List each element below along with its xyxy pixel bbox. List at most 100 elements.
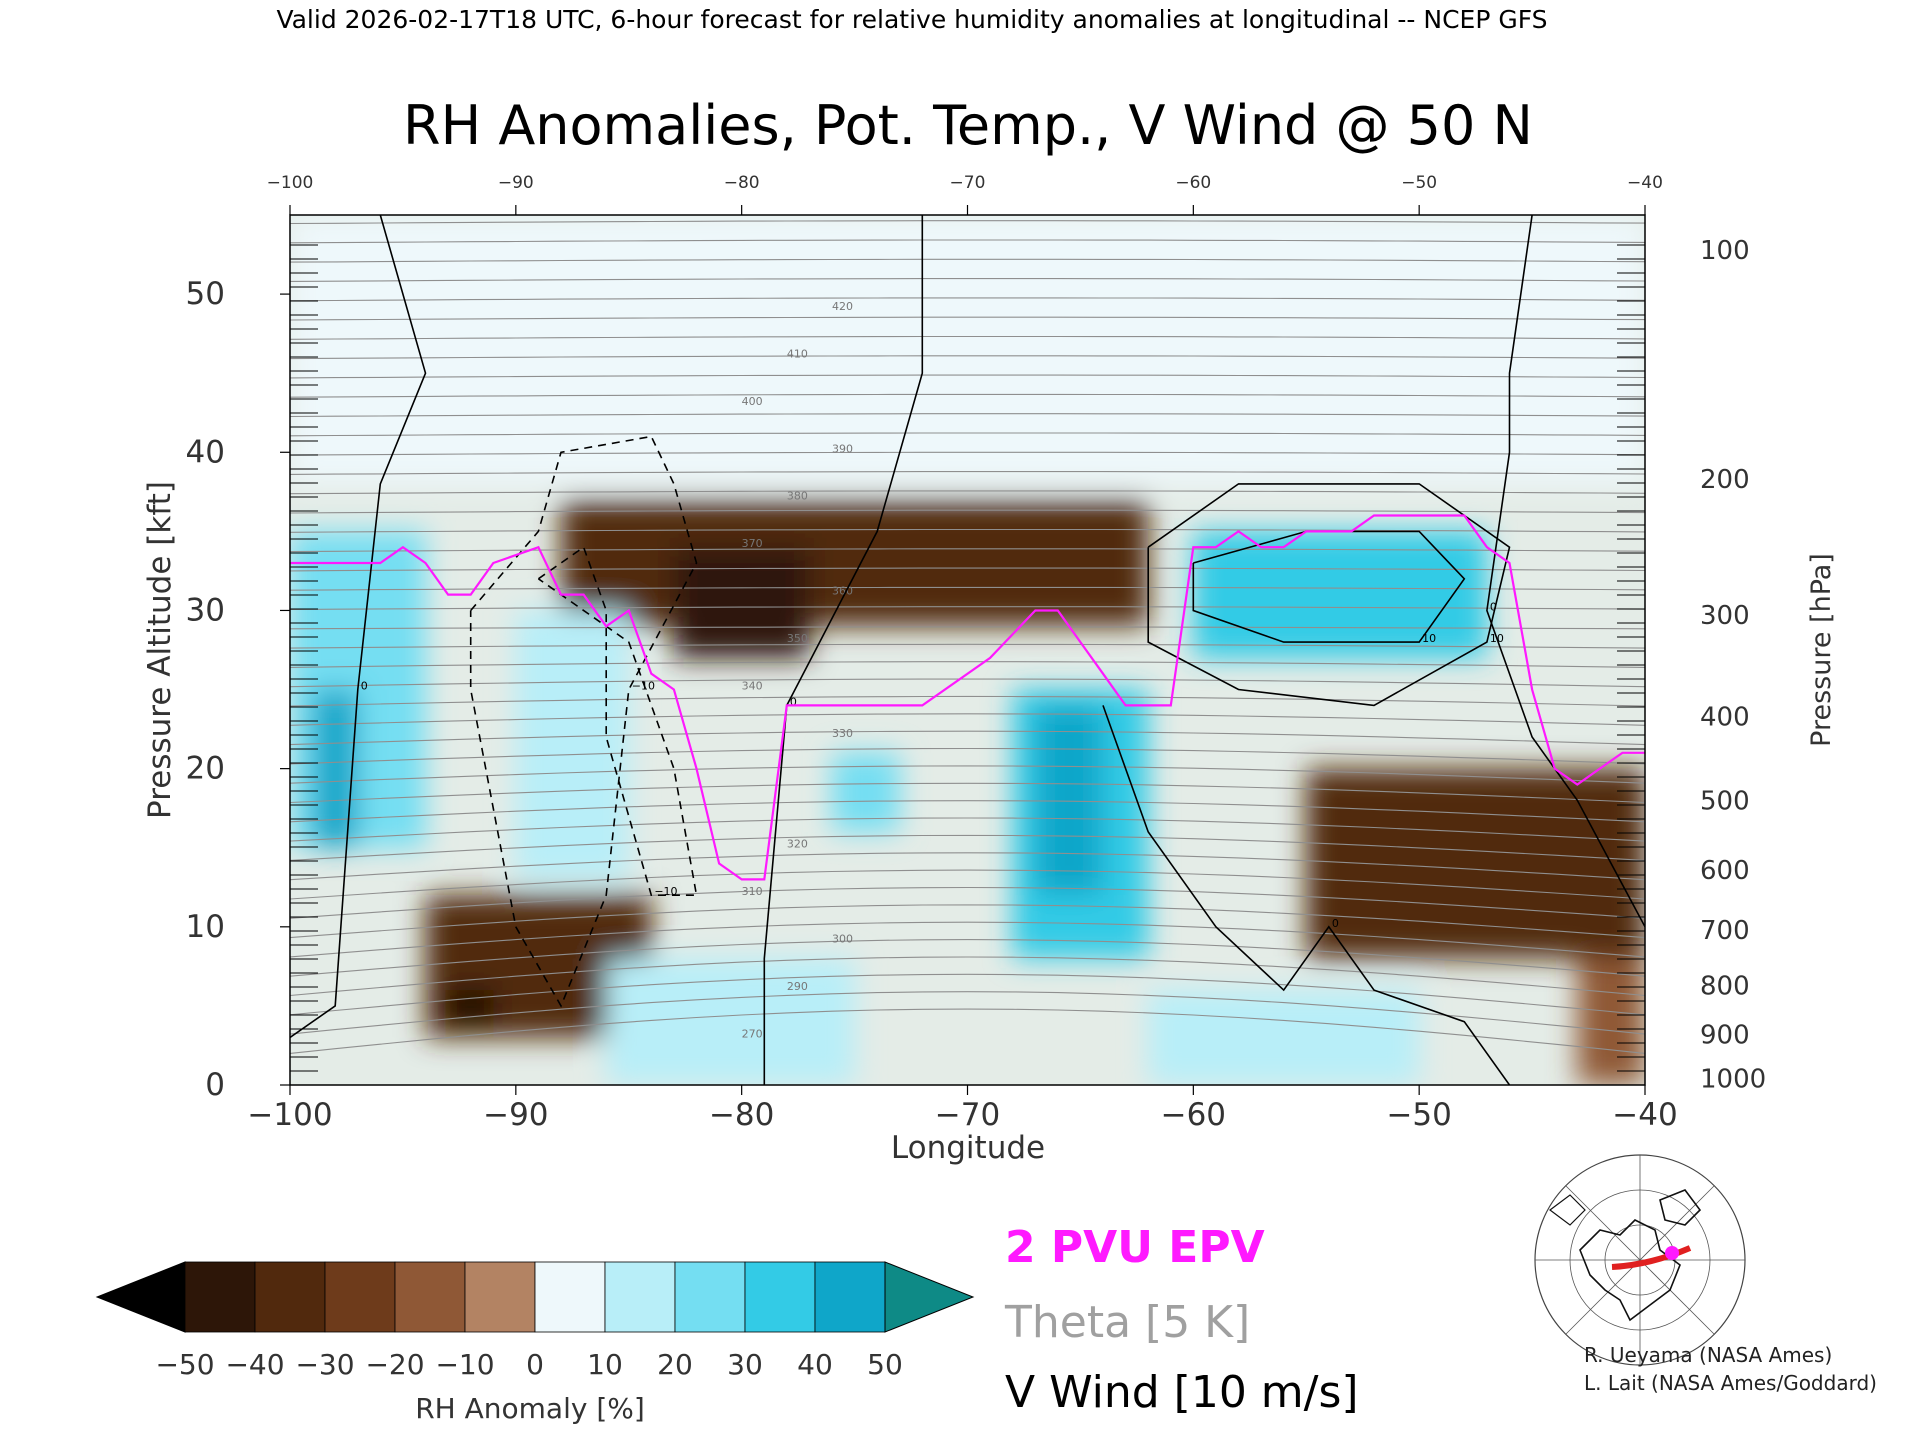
colorbar-tick-label-4: −10 (435, 1348, 494, 1381)
x-top-tick-label-3: −70 (950, 173, 986, 193)
colorbar-tick-label-5: 0 (526, 1348, 544, 1381)
x-axis-label: Longitude (891, 1130, 1045, 1166)
rh-region-2 (673, 547, 810, 658)
rh-region-11 (1035, 705, 1103, 896)
x-tick-label-6: −40 (1612, 1097, 1677, 1133)
colorbar-tick-label-0: −50 (155, 1348, 214, 1381)
rh-colorbar: −50 −40 −30 −20 −10 0 10 20 30 40 50 (95, 1261, 975, 1381)
theta-line-24 (290, 586, 1645, 591)
colorbar-tick-label-6: 10 (587, 1348, 623, 1381)
rh-region-5 (515, 610, 629, 880)
rh-region-0 (290, 215, 1645, 484)
epv-line (290, 514, 1645, 881)
theta-label-3: 310 (742, 885, 763, 898)
y-tick-label-3: 30 (186, 592, 225, 628)
theta-line-31 (290, 451, 1645, 456)
theta-line-19 (290, 678, 1645, 688)
theta-line-2 (290, 973, 1645, 1016)
theta-label-5: 330 (832, 727, 853, 740)
axes: −100−100−90−90−80−80−70−70−60−60−50−50−4… (186, 173, 1767, 1133)
theta-line-8 (290, 869, 1645, 900)
colorbar-cell-6 (604, 1261, 676, 1333)
x-tick-label-5: −50 (1386, 1097, 1451, 1133)
x-tick-label-4: −60 (1161, 1097, 1226, 1133)
theta-line-13 (290, 782, 1645, 804)
theta-line-41 (290, 258, 1645, 263)
rh-region-1 (561, 499, 1149, 627)
theta-line-3 (290, 956, 1645, 997)
theta-line-42 (290, 239, 1645, 244)
x-tick-label-3: −70 (935, 1097, 1000, 1133)
theta-line-15 (290, 747, 1645, 765)
pressure-tick-label-3: 400 (1700, 702, 1750, 732)
theta-line-17 (290, 713, 1645, 726)
theta-line-23 (290, 606, 1645, 611)
y-axis-label-left: Pressure Altitude [kft] (142, 481, 178, 819)
theta-line-20 (290, 661, 1645, 668)
theta-line-30 (290, 471, 1645, 475)
y-tick-label-5: 50 (186, 276, 225, 312)
v-wind-label-7: 0 (1332, 917, 1339, 930)
colorbar-tick-label-7: 20 (657, 1348, 693, 1381)
x-top-tick-label-2: −80 (724, 173, 760, 193)
theta-label-11: 390 (832, 442, 853, 455)
rh-region-12 (1193, 531, 1487, 658)
colorbar-cell-8 (744, 1261, 816, 1333)
colorbar-cell-1 (254, 1261, 326, 1333)
theta-line-32 (290, 432, 1645, 437)
x-tick-label-1: −90 (483, 1097, 548, 1133)
theta-label-0: 270 (742, 1028, 763, 1041)
colorbar-over-arrow (884, 1261, 975, 1333)
theta-line-7 (290, 886, 1645, 919)
v-wind-line-4 (537, 545, 698, 896)
theta-line-10 (290, 834, 1645, 861)
theta-label-4: 320 (787, 838, 808, 851)
x-top-tick-label-4: −60 (1175, 173, 1211, 193)
theta-label-6: 340 (742, 680, 763, 693)
theta-label-8: 360 (832, 585, 853, 598)
x-top-tick-label-5: −50 (1401, 173, 1437, 193)
chart-title: RH Anomalies, Pot. Temp., V Wind @ 50 N (403, 94, 1533, 157)
rh-region-14 (1148, 990, 1420, 1085)
colorbar-tick-label-9: 40 (797, 1348, 833, 1381)
colorbar-cell-7 (674, 1261, 746, 1333)
v-wind-label-5: 10 (1490, 632, 1504, 645)
colorbar-cell-5 (534, 1261, 606, 1333)
v-wind-label-6: 10 (1422, 632, 1436, 645)
pressure-tick-label-8: 900 (1700, 1020, 1750, 1050)
colorbar-under-arrow (95, 1261, 186, 1333)
pressure-tick-label-1: 200 (1700, 465, 1750, 495)
theta-line-0 (290, 1008, 1645, 1054)
legend-vwind: V Wind [10 m/s] (1005, 1367, 1359, 1418)
theta-line-4 (290, 939, 1645, 977)
rh-region-9 (832, 752, 900, 832)
theta-line-18 (290, 695, 1645, 707)
locator-map-icon (1534, 1154, 1746, 1366)
v-wind-label-3: −10 (632, 680, 655, 693)
theta-label-2: 300 (832, 933, 853, 946)
colorbar-tick-label-10: 50 (867, 1348, 903, 1381)
credit-line-2: L. Lait (NASA Ames/Goddard) (1584, 1371, 1877, 1395)
theta-line-36 (290, 355, 1645, 360)
theta-line-16 (290, 730, 1645, 746)
theta-line-26 (290, 548, 1645, 553)
theta-line-12 (290, 800, 1645, 823)
theta-line-34 (290, 393, 1645, 398)
theta-label-12: 400 (742, 395, 763, 408)
y-axis-label-right: Pressure [hPa] (1806, 553, 1837, 747)
theta-line-21 (290, 643, 1645, 649)
theta-line-14 (290, 765, 1645, 784)
y-tick-label-4: 40 (186, 434, 225, 470)
pressure-tick-label-0: 100 (1700, 236, 1750, 266)
theta-line-28 (290, 509, 1645, 514)
credit-line-1: R. Ueyama (NASA Ames) (1584, 1343, 1832, 1367)
epv-2pvu-contour (290, 514, 1645, 881)
x-top-tick-label-0: −100 (267, 173, 314, 193)
pressure-tick-label-6: 700 (1700, 916, 1750, 946)
y-tick-label-0: 0 (205, 1067, 225, 1103)
theta-line-33 (290, 413, 1645, 418)
theta-label-10: 380 (787, 490, 808, 503)
colorbar-tick-label-3: −20 (365, 1348, 424, 1381)
y-tick-label-2: 20 (186, 751, 225, 787)
